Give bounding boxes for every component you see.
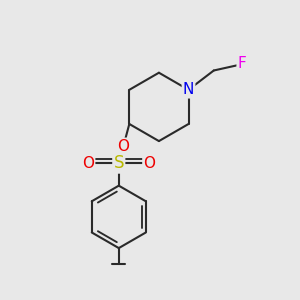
Text: O: O bbox=[82, 156, 94, 171]
Text: F: F bbox=[238, 56, 246, 70]
Text: O: O bbox=[117, 139, 129, 154]
Text: S: S bbox=[113, 154, 124, 172]
Text: N: N bbox=[183, 82, 194, 97]
Text: O: O bbox=[143, 156, 155, 171]
